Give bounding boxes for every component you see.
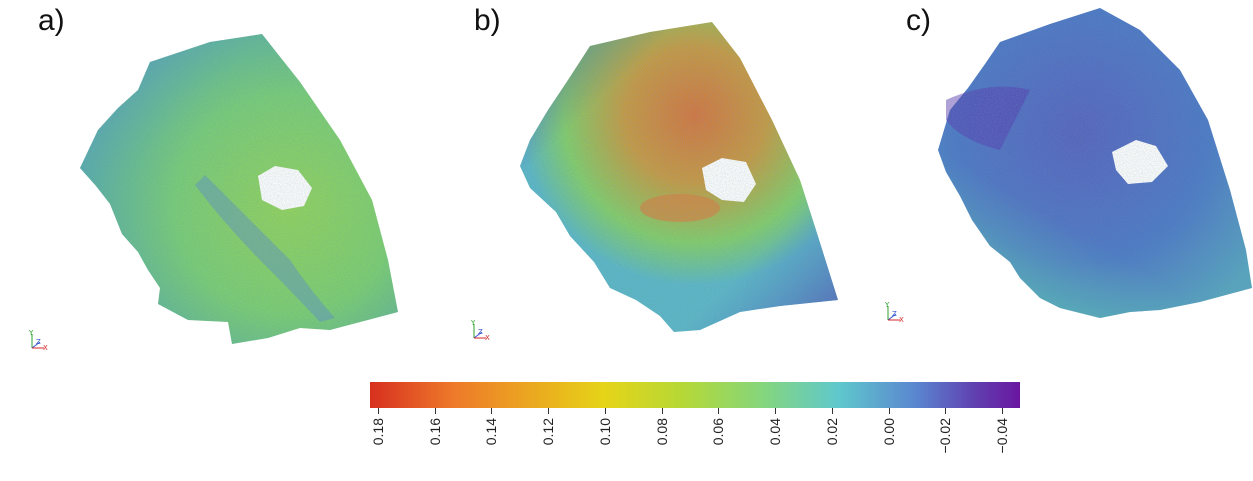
axis-y-label: Y [470, 319, 476, 327]
colorbar-tick-label: −0.02 [937, 418, 954, 454]
colorbar-tick-mark [1002, 408, 1003, 414]
colorbar [370, 382, 1020, 408]
colorbar-tick-mark [661, 408, 663, 414]
colorbar-tick-label: 0.02 [823, 418, 840, 446]
colorbar-tick-mark [434, 408, 436, 414]
colorbar-tick-mark [775, 408, 777, 414]
axes-triad-icon-a: Y Z X [28, 329, 48, 352]
axes-triad-icon-c: Y Z X [884, 301, 904, 324]
surface-map-c [938, 8, 1252, 318]
colorbar-tick-label: 0.10 [596, 418, 613, 446]
axis-z-label: Z [478, 328, 483, 336]
surface-map-a [80, 34, 398, 344]
colorbar-tick-label: 0.12 [540, 418, 557, 446]
colorbar-tick-label: 0.04 [767, 418, 784, 446]
panel-label-c: c) [906, 4, 931, 37]
colorbar-tick-label: 0.18 [370, 418, 386, 446]
colorbar-tick-label: 0.08 [653, 418, 670, 446]
colorbar-tick-label: 0.16 [426, 418, 443, 446]
axis-y-label: Y [28, 329, 34, 337]
colorbar-gradient [370, 382, 1020, 408]
colorbar-tick-mark [378, 408, 379, 414]
axis-y-label: Y [884, 301, 890, 309]
axis-z-label: Z [892, 310, 897, 318]
colorbar-tick-mark [888, 408, 890, 414]
colorbar-tick-label: 0.00 [880, 418, 897, 446]
axis-x-label: X [485, 334, 490, 342]
colorbar-tick-label: −0.04 [994, 418, 1010, 454]
colorbar-tick-label: 0.06 [710, 418, 727, 446]
axis-x-label: X [899, 316, 904, 324]
panel-label-b: b) [474, 4, 501, 37]
colorbar-tick-mark [831, 408, 833, 414]
colorbar-tick-mark [491, 408, 493, 414]
colorbar-tick-label: 0.14 [483, 418, 500, 446]
axis-x-label: X [43, 344, 48, 352]
axes-triad-icon-b: Y Z X [470, 319, 490, 342]
colorbar-tick-mark [945, 408, 947, 414]
surface-map-b [520, 22, 838, 332]
axis-z-label: Z [36, 338, 41, 346]
colorbar-tick-mark [604, 408, 606, 414]
colorbar-tick-mark [718, 408, 720, 414]
colorbar-tick-mark [548, 408, 550, 414]
panel-label-a: a) [38, 4, 65, 37]
